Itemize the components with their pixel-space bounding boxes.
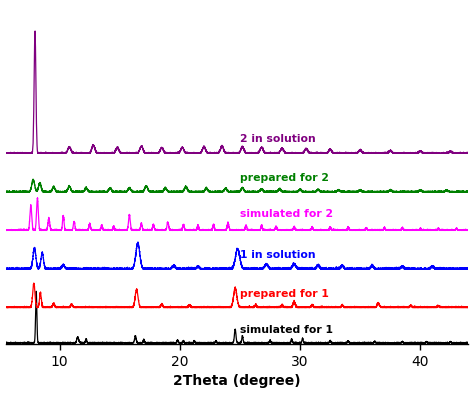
Text: simulated for 1: simulated for 1 — [240, 325, 333, 335]
Text: prepared for 2: prepared for 2 — [240, 173, 329, 183]
Text: 1 in solution: 1 in solution — [240, 250, 316, 260]
Text: prepared for 1: prepared for 1 — [240, 288, 329, 299]
Text: simulated for 2: simulated for 2 — [240, 209, 333, 219]
Text: 2 in solution: 2 in solution — [240, 134, 316, 144]
X-axis label: 2Theta (degree): 2Theta (degree) — [173, 374, 301, 388]
